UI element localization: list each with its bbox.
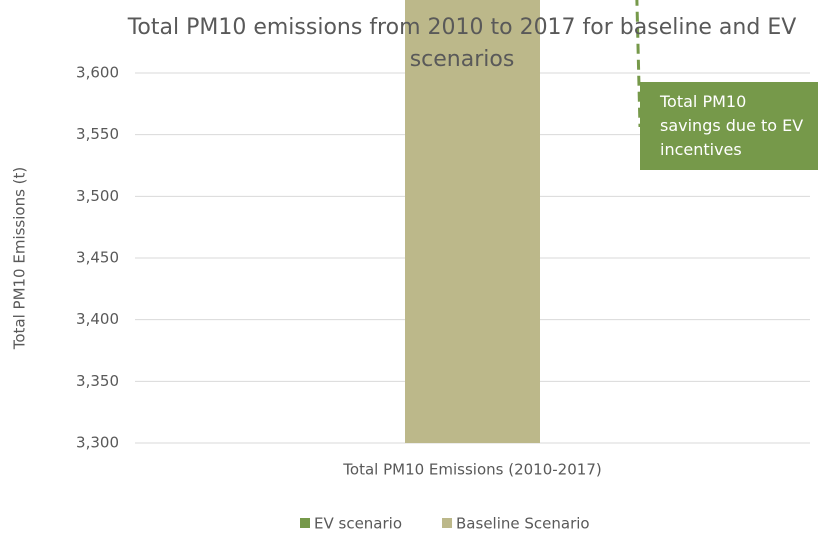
y-tick-label: 3,400 [76, 310, 119, 328]
callout: Total PM10 savings due to EV incentives [640, 82, 818, 170]
x-tick-label: Total PM10 Emissions (2010-2017) [342, 461, 601, 479]
y-tick-label: 3,350 [76, 372, 119, 390]
y-tick-label: 3,500 [76, 187, 119, 205]
chart-title: Total PM10 emissions from 2010 to 2017 f… [127, 15, 797, 72]
bar-segment [405, 0, 540, 443]
y-tick-label: 3,600 [76, 64, 119, 82]
y-tick-label: 3,300 [76, 434, 119, 452]
legend-label: EV scenario [314, 515, 402, 533]
y-tick-label: 3,450 [76, 249, 119, 267]
legend-swatch [442, 518, 453, 528]
legend-label: Baseline Scenario [456, 515, 590, 533]
y-axis-title: Total PM10 Emissions (t) [11, 167, 29, 351]
y-tick-label: 3,550 [76, 125, 119, 143]
legend-swatch [300, 518, 310, 528]
